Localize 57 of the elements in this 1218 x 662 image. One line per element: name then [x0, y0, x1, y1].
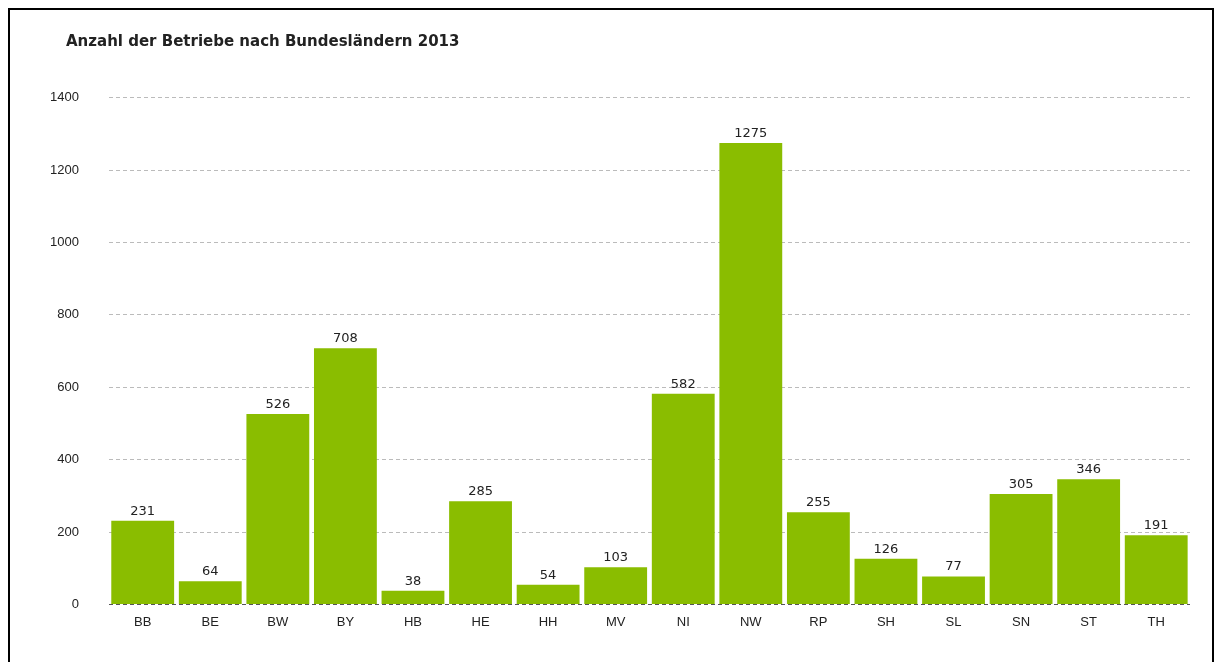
bar: [516, 584, 580, 604]
data-label: 64: [202, 563, 219, 579]
data-label: 126: [873, 540, 899, 556]
y-tick-label: 400: [57, 451, 79, 467]
y-tick-label: 0: [71, 595, 79, 611]
x-tick-label: BW: [267, 613, 290, 629]
bar: [449, 501, 512, 604]
data-label: 346: [1076, 461, 1102, 477]
bar: [381, 590, 445, 604]
bar: [1057, 479, 1121, 604]
chart-title: Anzahl der Betriebe nach Bundesländern 2013: [66, 32, 460, 50]
y-tick-label: 200: [57, 523, 79, 539]
data-label: 54: [539, 566, 557, 582]
bar: [719, 143, 783, 604]
x-tick-label: ST: [1080, 613, 1098, 629]
data-label: 255: [805, 494, 831, 509]
x-tick-label: SN: [1012, 613, 1031, 629]
x-tick-label: HE: [471, 613, 490, 629]
bar: [246, 414, 310, 604]
data-label: 526: [265, 395, 291, 411]
data-label: 38: [404, 572, 422, 588]
bar: [854, 558, 918, 604]
x-tick-label: HH: [538, 613, 558, 629]
x-tick-label: HB: [403, 613, 422, 629]
bar: [651, 393, 715, 604]
data-label: 582: [670, 375, 696, 391]
bar: [786, 512, 850, 604]
data-label: 708: [332, 330, 358, 346]
x-tick-label: NW: [739, 613, 763, 629]
y-tick-label: 600: [57, 378, 79, 394]
bar: [178, 581, 242, 604]
bar: [584, 567, 648, 604]
data-label: 285: [468, 483, 493, 499]
data-label: 1275: [734, 124, 768, 140]
bar: [989, 494, 1053, 604]
x-tick-label: BE: [201, 613, 220, 629]
y-tick-label: 1000: [50, 234, 79, 250]
data-label: 77: [945, 558, 962, 574]
y-tick-label: 1200: [50, 161, 79, 177]
bar: [111, 520, 175, 604]
bar: [313, 348, 377, 604]
data-label: 305: [1008, 475, 1034, 491]
bar: [922, 576, 985, 604]
x-tick-label: TH: [1147, 613, 1165, 629]
x-tick-label: BB: [134, 613, 152, 629]
data-label: 103: [603, 549, 629, 564]
x-tick-label: BY: [336, 613, 355, 629]
x-tick-label: MV: [605, 613, 626, 629]
bar: [1124, 535, 1188, 604]
y-tick-label: 800: [57, 306, 79, 322]
x-tick-label: NI: [676, 613, 690, 629]
x-tick-label: SL: [945, 613, 962, 629]
y-tick-label: 1400: [50, 89, 79, 105]
x-tick-label: SH: [876, 613, 895, 629]
data-label: 231: [130, 502, 156, 518]
data-label: 191: [1143, 517, 1169, 533]
x-tick-label: RP: [809, 613, 828, 629]
